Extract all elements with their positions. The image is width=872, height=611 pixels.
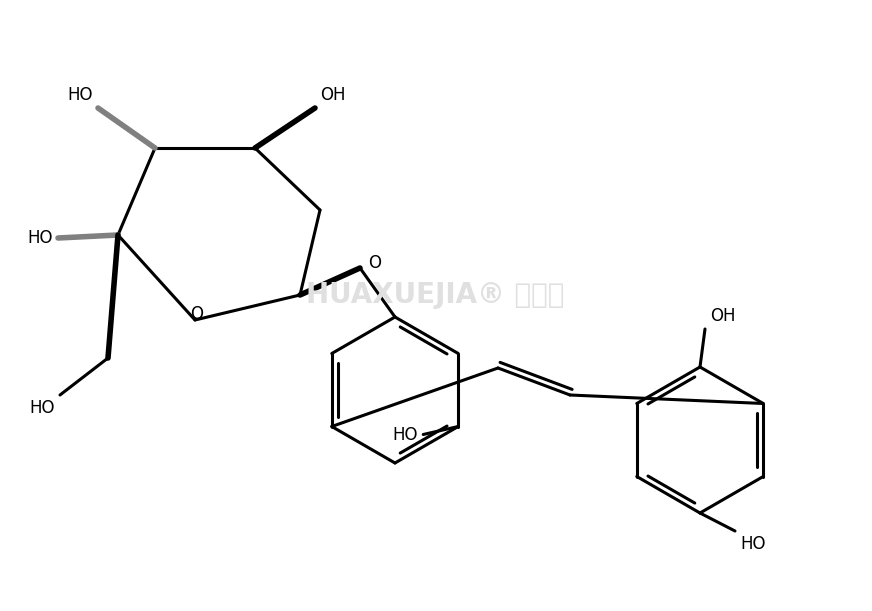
Text: O: O	[368, 254, 381, 272]
Text: HO: HO	[392, 425, 419, 444]
Text: OH: OH	[320, 86, 345, 104]
Text: HO: HO	[67, 86, 93, 104]
Text: HUAXUEJIA® 化学加: HUAXUEJIA® 化学加	[306, 281, 564, 309]
Text: HO: HO	[740, 535, 766, 553]
Text: HO: HO	[28, 229, 53, 247]
Text: HO: HO	[30, 399, 55, 417]
Text: OH: OH	[710, 307, 735, 325]
Text: O: O	[190, 305, 203, 323]
